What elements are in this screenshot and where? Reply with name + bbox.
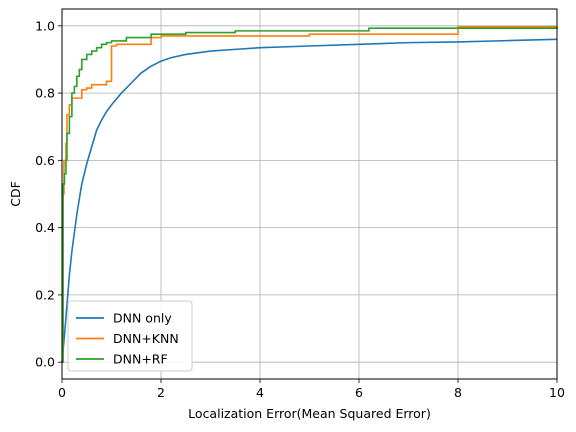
x-tick-label: 4 [256, 385, 264, 400]
y-tick-label: 0.2 [35, 287, 55, 302]
grid-lines [61, 9, 558, 379]
legend-label: DNN+KNN [113, 331, 179, 346]
x-axis-label: Localization Error(Mean Squared Error) [188, 406, 431, 421]
y-tick-label: 0.6 [35, 153, 55, 168]
series-line-1 [61, 38, 558, 363]
y-tick-label: 0.8 [35, 86, 55, 101]
series-lines [61, 26, 558, 363]
y-tick-label: 1.0 [35, 18, 55, 33]
legend-label: DNN only [113, 311, 172, 326]
y-tick-label: 0.4 [35, 220, 55, 235]
series-line-3 [62, 26, 558, 363]
x-tick-label: 6 [355, 385, 363, 400]
legend: DNN only DNN+KNN DNN+RF [67, 300, 193, 372]
x-tick-label: 10 [549, 385, 565, 400]
legend-label: DNN+RF [113, 352, 168, 367]
y-tick-label: 0.0 [35, 355, 55, 370]
plot-frame [61, 8, 558, 380]
x-tick-label: 8 [454, 385, 462, 400]
y-axis-ticks: 0.0 0.2 0.4 0.6 0.8 1.0 [35, 18, 62, 370]
y-axis-label: CDF [8, 181, 23, 207]
x-tick-label: 2 [157, 385, 165, 400]
x-tick-label: 0 [58, 385, 66, 400]
x-axis-ticks: 0 2 4 6 8 10 [58, 379, 565, 400]
